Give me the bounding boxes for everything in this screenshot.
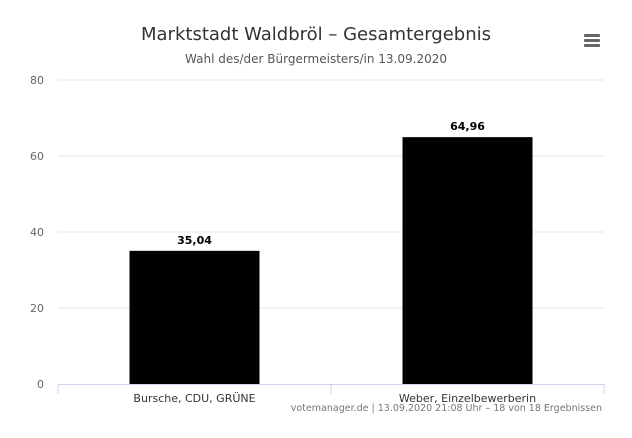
bar [129,250,260,384]
bar [402,137,533,384]
y-tick-label: 40 [30,226,44,239]
y-tick-label: 60 [30,150,44,163]
y-tick-label: 20 [30,302,44,315]
chart-title: Marktstadt Waldbröl – Gesamtergebnis [141,24,491,45]
chart-subtitle: Wahl des/der Bürgermeisters/in 13.09.202… [185,52,447,66]
data-label: 35,04 [177,234,212,247]
x-category-label: Weber, Einzelbewerberin [399,392,536,405]
credits-text[interactable]: votemanager.de | 13.09.2020 21:08 Uhr – … [290,403,602,414]
chart-menu-button[interactable] [578,28,606,52]
y-tick-label: 0 [37,378,44,391]
data-label: 64,96 [450,120,485,133]
y-tick-label: 80 [30,74,44,87]
x-category-label: Bursche, CDU, GRÜNE [133,392,255,405]
